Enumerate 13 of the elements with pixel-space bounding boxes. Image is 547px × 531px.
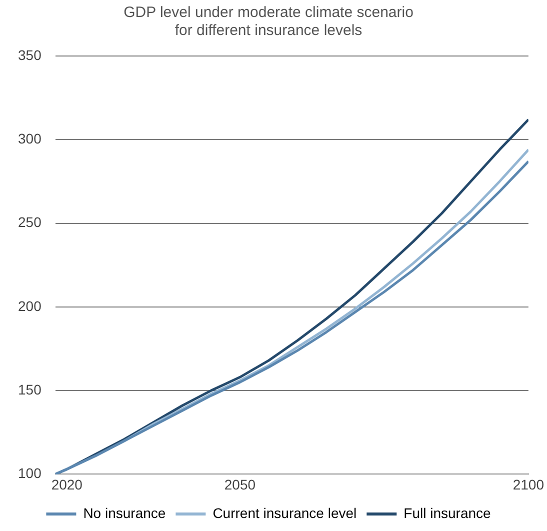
y-tick-label: 350 bbox=[18, 46, 42, 63]
y-tick-label: 250 bbox=[18, 214, 42, 230]
chart-title: GDP level under moderate climate scenario for different insurance levels bbox=[124, 4, 414, 40]
legend-label: Current insurance level bbox=[212, 504, 357, 521]
y-tick-label: 100 bbox=[18, 465, 42, 482]
x-tick-label: 2100 bbox=[512, 476, 544, 492]
legend-label: No insurance bbox=[83, 504, 166, 521]
x-tick-label: 2020 bbox=[51, 476, 83, 492]
y-tick-label: 150 bbox=[18, 381, 42, 398]
legend-label: Full insurance bbox=[404, 504, 492, 521]
y-tick-label: 200 bbox=[18, 298, 42, 314]
y-tick-label: 300 bbox=[18, 130, 42, 146]
x-tick-label: 2050 bbox=[224, 476, 256, 492]
